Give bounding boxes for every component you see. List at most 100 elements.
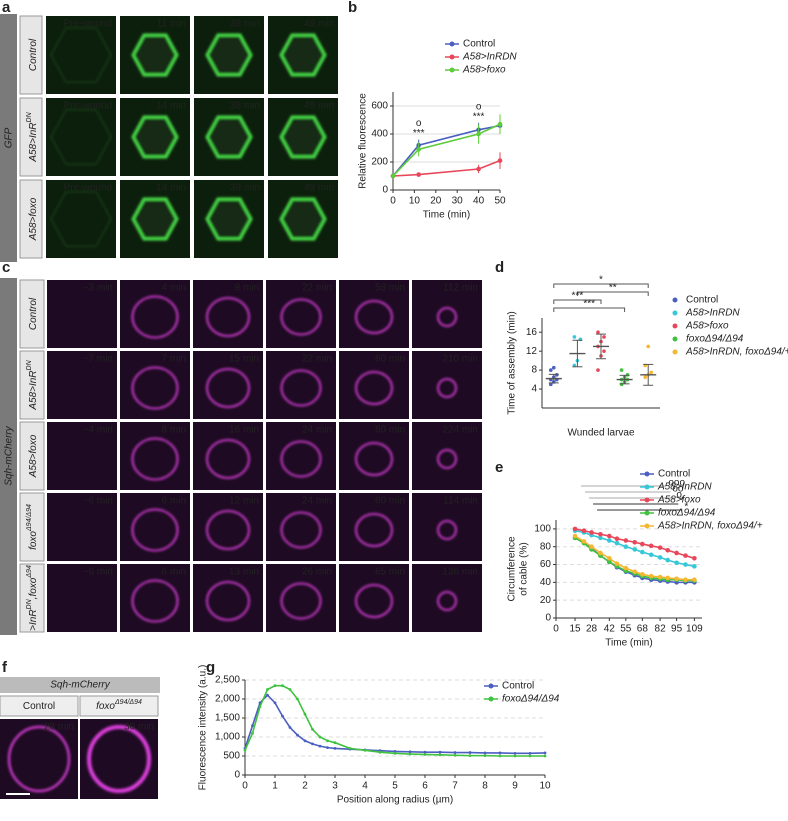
legend-marker — [644, 471, 650, 477]
actin-cable — [87, 725, 151, 793]
x-tick-label: 0 — [553, 624, 559, 635]
data-point — [623, 565, 629, 571]
data-point — [683, 562, 688, 567]
time-label: Pre-wound — [64, 183, 112, 194]
data-point — [665, 557, 671, 563]
data-point — [528, 754, 532, 758]
actin-cable — [437, 449, 457, 469]
data-point — [258, 705, 262, 708]
row-label-box — [19, 179, 43, 259]
data-point — [674, 576, 679, 582]
actin-cable — [206, 297, 250, 337]
data-point — [476, 166, 481, 172]
data-point — [648, 552, 654, 558]
y-tick-label: 200 — [371, 157, 388, 168]
significance-label: ** — [609, 283, 617, 294]
annotation: *** — [413, 128, 425, 139]
label: Control — [23, 701, 55, 712]
data-point — [589, 544, 594, 550]
cell-outline — [279, 197, 327, 241]
micrograph — [412, 493, 482, 561]
time-label: 60 min — [375, 496, 405, 507]
data-point — [657, 555, 663, 560]
micrograph — [47, 351, 117, 419]
data-point — [640, 541, 645, 547]
legend-label: A58>foxo — [685, 321, 729, 332]
x-tick-label: 10 — [539, 781, 551, 792]
significance-label: * — [599, 275, 603, 286]
data-point — [607, 533, 612, 539]
cell-outline — [279, 33, 327, 77]
legend-marker — [672, 323, 678, 329]
data-point — [665, 547, 671, 553]
data-point — [273, 701, 277, 705]
data-point — [581, 528, 587, 533]
time-label: 14 min — [156, 183, 186, 194]
y-tick-label: 8 — [531, 365, 537, 376]
data-point — [326, 746, 329, 750]
series-line — [244, 694, 546, 755]
data-point — [692, 564, 697, 569]
data-point — [643, 375, 647, 380]
cell-outline — [50, 109, 112, 165]
row-label-box — [19, 421, 45, 491]
significance-label: * — [680, 496, 684, 507]
data-point — [640, 549, 645, 555]
y-tick-label: 1,000 — [215, 732, 240, 743]
data-point — [266, 688, 269, 691]
time-label: 4 min — [162, 283, 186, 294]
row-label-box — [19, 492, 45, 562]
data-point — [281, 684, 284, 688]
label: foxoΔ94/Δ94 — [96, 699, 142, 711]
time-label: 26 min — [302, 567, 332, 578]
data-point — [549, 368, 553, 372]
cell-outline — [50, 27, 112, 83]
x-tick-label: 82 — [655, 624, 667, 635]
legend-marker — [449, 67, 455, 73]
cell-outline — [205, 33, 253, 77]
actin-cable — [437, 378, 457, 398]
micrograph — [47, 564, 117, 632]
actin-cable — [280, 582, 322, 620]
data-point — [288, 726, 292, 729]
legend-label: Control — [686, 295, 718, 306]
time-label: 14 min — [156, 101, 186, 112]
label: A58>foxo — [28, 434, 39, 478]
data-point — [572, 533, 578, 539]
data-point — [281, 714, 284, 718]
x-tick-label: 0 — [390, 196, 396, 207]
significance-bracket — [553, 283, 649, 288]
x-tick-label: 55 — [620, 624, 632, 635]
y-tick-label: 16 — [526, 327, 538, 338]
actin-cable — [355, 513, 393, 547]
actin-cable — [355, 584, 393, 618]
data-point — [476, 131, 481, 137]
superscript: DN — [26, 598, 33, 609]
data-point — [483, 754, 487, 758]
side-strip — [0, 14, 17, 262]
x-tick-label: 6 — [422, 781, 428, 792]
time-label: 49 min — [304, 19, 334, 30]
micrograph — [266, 280, 336, 348]
cell-outline — [131, 197, 179, 241]
header: Sqh-mCherry — [50, 680, 110, 691]
data-point — [333, 747, 337, 750]
x-tick-label: 50 — [494, 196, 506, 207]
micrograph — [47, 422, 117, 490]
annotation: *** — [473, 111, 485, 122]
time-label: 49 min — [304, 101, 334, 112]
superscript: DN — [26, 111, 33, 122]
data-point — [251, 724, 254, 727]
significance-label: *** — [583, 299, 595, 310]
data-point — [497, 121, 503, 127]
x-tick-label: 20 — [430, 196, 442, 207]
x-tick-label: 40 — [473, 196, 485, 207]
data-point — [646, 344, 650, 349]
x-tick-label: 7 — [452, 781, 458, 792]
time-label: Pre-wound — [64, 19, 112, 30]
time-label: 112 min — [443, 283, 478, 294]
y-tick-label: 100 — [534, 524, 551, 535]
time-label: 224 min — [442, 425, 478, 436]
cell-outline — [205, 115, 253, 159]
